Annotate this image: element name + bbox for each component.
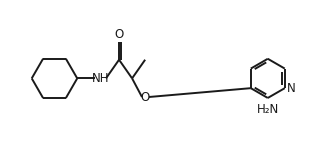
Text: N: N bbox=[287, 82, 296, 95]
Text: NH: NH bbox=[92, 72, 109, 85]
Text: O: O bbox=[114, 28, 124, 41]
Text: O: O bbox=[141, 91, 150, 103]
Text: H₂N: H₂N bbox=[257, 103, 279, 116]
